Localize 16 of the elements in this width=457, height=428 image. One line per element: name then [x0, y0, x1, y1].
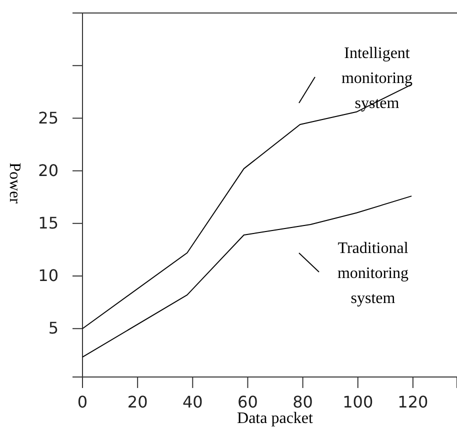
y-tick-label: 20	[38, 160, 58, 180]
x-tick-label: 0	[77, 392, 88, 412]
line-series	[82, 196, 412, 358]
x-tick-label: 80	[292, 392, 313, 412]
y-axis-title: Power	[6, 162, 23, 204]
x-tick-label: 40	[182, 392, 203, 412]
x-axis-title: Data packet	[237, 410, 314, 427]
x-tick-label: 20	[127, 392, 148, 412]
x-tick-label: 120	[398, 392, 428, 412]
x-tick-label: 100	[342, 392, 374, 412]
y-tick-label: 10	[38, 266, 58, 286]
x-tick-label: 60	[238, 392, 258, 412]
y-tick-label: 15	[38, 214, 58, 233]
legend-label: Traditional monitoring system	[337, 240, 409, 307]
y-tick-label: 25	[38, 108, 58, 128]
y-tick-label: 5	[48, 318, 58, 338]
